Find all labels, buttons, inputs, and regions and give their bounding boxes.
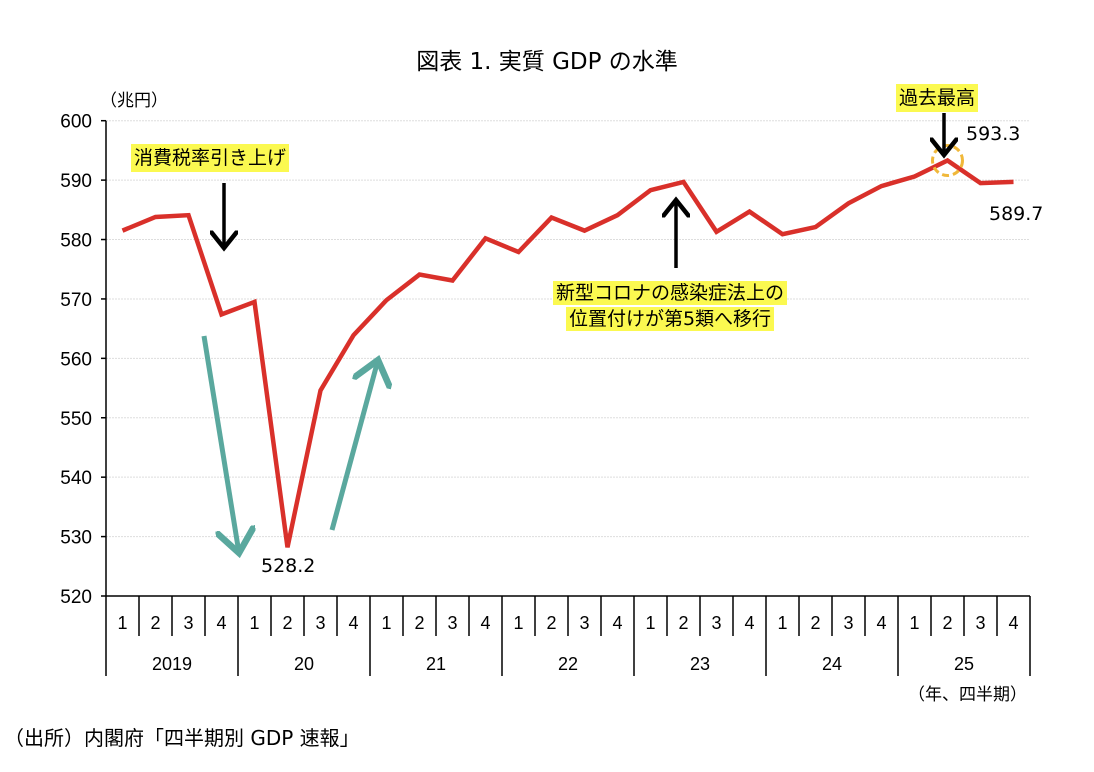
x-year-label: 21 bbox=[426, 654, 446, 674]
x-quarter-label: 3 bbox=[183, 613, 193, 633]
label-last: 589.7 bbox=[989, 203, 1044, 225]
x-year-label: 2019 bbox=[152, 654, 192, 674]
y-tick-label: 590 bbox=[60, 171, 92, 192]
y-tick-label: 550 bbox=[60, 409, 92, 430]
x-quarter-label: 3 bbox=[447, 613, 457, 633]
x-quarter-label: 2 bbox=[150, 613, 160, 633]
x-quarter-label: 2 bbox=[414, 613, 424, 633]
x-year-label: 23 bbox=[690, 654, 710, 674]
y-tick-label: 570 bbox=[60, 290, 92, 311]
teal-up-arrow bbox=[329, 360, 378, 531]
y-tick-label: 520 bbox=[60, 587, 92, 608]
annotation-covid: 新型コロナの感染症法上の 位置付けが第5類へ移行 bbox=[553, 280, 788, 332]
annotation-tax-hike: 消費税率引き上げ bbox=[131, 144, 290, 172]
label-peak: 593.3 bbox=[966, 123, 1021, 145]
x-quarter-label: 4 bbox=[348, 613, 358, 633]
x-quarter-label: 4 bbox=[216, 613, 226, 633]
gdp-series-line bbox=[121, 157, 1014, 548]
x-quarter-label: 1 bbox=[777, 613, 787, 633]
x-quarter-label: 3 bbox=[843, 613, 853, 633]
x-quarter-label: 4 bbox=[744, 613, 754, 633]
x-quarter-label: 4 bbox=[1008, 613, 1018, 633]
x-quarter-label: 1 bbox=[909, 613, 919, 633]
x-quarter-label: 3 bbox=[711, 613, 721, 633]
x-quarter-label: 3 bbox=[315, 613, 325, 633]
x-year-label: 22 bbox=[558, 654, 578, 674]
x-year-label: 24 bbox=[822, 654, 842, 674]
x-quarter-label: 1 bbox=[249, 613, 259, 633]
x-quarter-label: 4 bbox=[480, 613, 490, 633]
y-tick-label: 560 bbox=[60, 349, 92, 370]
annotation-record-high: 過去最高 bbox=[896, 84, 979, 112]
y-tick-label: 540 bbox=[60, 468, 92, 489]
chart-title: 図表 1. 実質 GDP の水準 bbox=[416, 49, 678, 75]
y-tick-label: 530 bbox=[60, 528, 92, 549]
x-quarter-label: 2 bbox=[678, 613, 688, 633]
x-quarter-label: 1 bbox=[645, 613, 655, 633]
x-quarter-label: 4 bbox=[876, 613, 886, 633]
y-tick-label: 600 bbox=[60, 112, 92, 133]
x-quarter-label: 1 bbox=[513, 613, 523, 633]
label-trough: 528.2 bbox=[261, 555, 316, 577]
x-quarter-label: 3 bbox=[975, 613, 985, 633]
annotation-covid-line2: 位置付けが第5類へ移行 bbox=[565, 307, 775, 331]
x-quarter-label: 3 bbox=[579, 613, 589, 633]
x-quarter-label: 2 bbox=[546, 613, 556, 633]
x-quarter-label: 2 bbox=[942, 613, 952, 633]
x-axis-unit: （年、四半期） bbox=[908, 685, 1027, 705]
x-quarter-label: 4 bbox=[612, 613, 622, 633]
x-quarter-label: 1 bbox=[381, 613, 391, 633]
y-tick-label: 580 bbox=[60, 231, 92, 252]
x-quarter-label: 2 bbox=[282, 613, 292, 633]
y-axis-unit: （兆円） bbox=[100, 91, 168, 111]
x-quarter-label: 1 bbox=[117, 613, 127, 633]
x-year-label: 20 bbox=[294, 654, 314, 674]
source-note: （出所）内閣府「四半期別 GDP 速報」 bbox=[4, 726, 360, 750]
teal-down-arrow bbox=[201, 335, 239, 553]
annotation-covid-line1: 新型コロナの感染症法上の bbox=[553, 281, 788, 305]
x-quarter-label: 2 bbox=[810, 613, 820, 633]
x-year-label: 25 bbox=[954, 654, 974, 674]
